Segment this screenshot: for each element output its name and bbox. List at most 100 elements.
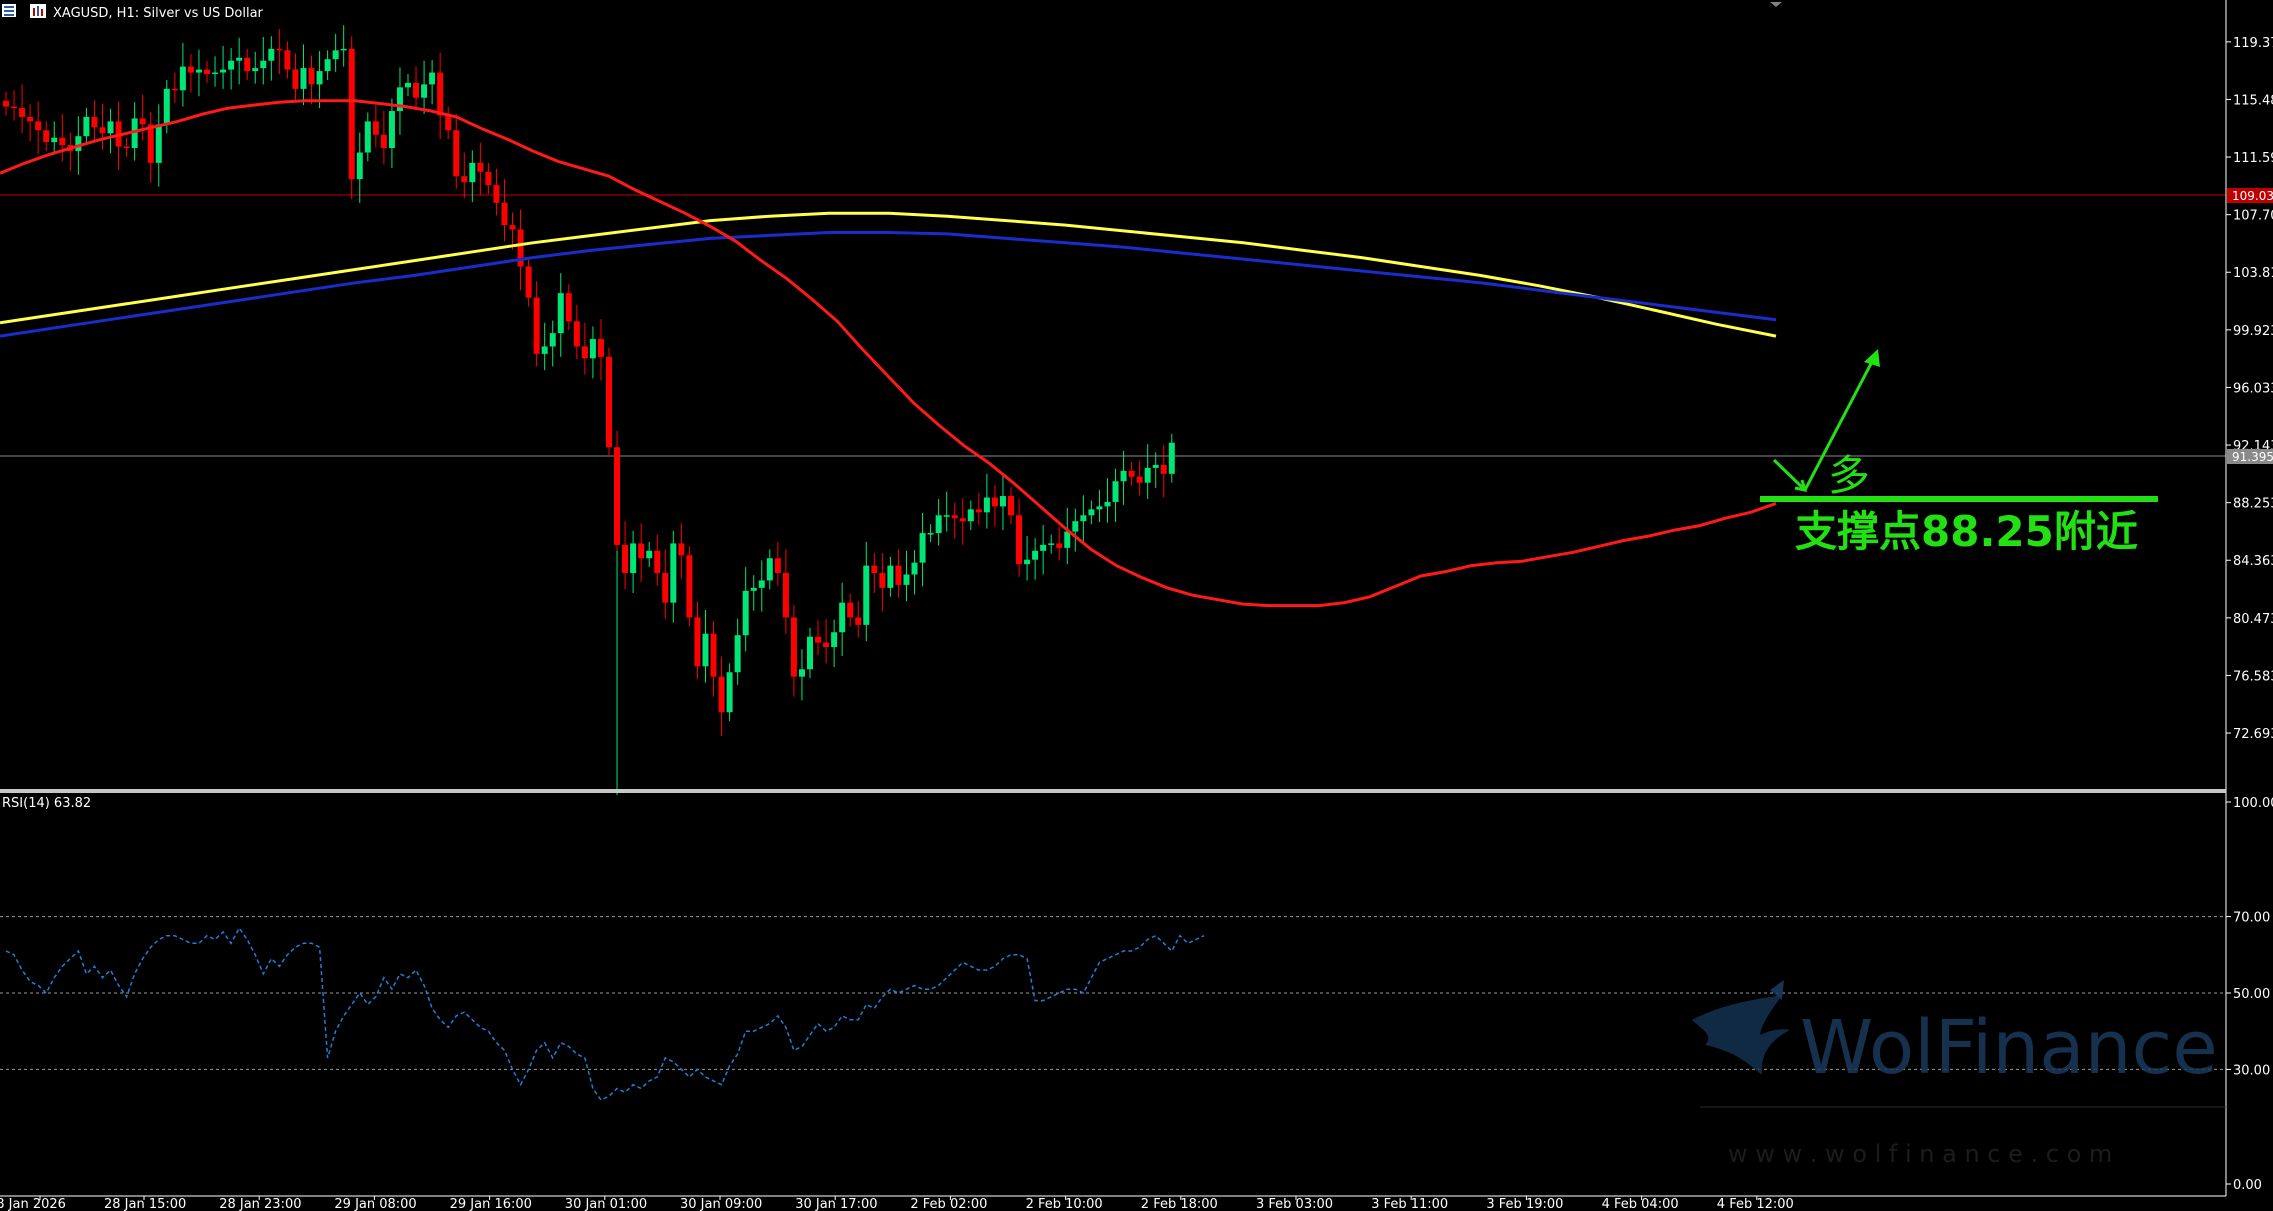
time-tick-label: 2 Feb 18:00 (1141, 1197, 1218, 1211)
candle (718, 656, 725, 736)
candle (614, 430, 621, 558)
price-tick-label: 84.363 (2233, 554, 2273, 569)
price-tick-label: 111.593 (2233, 151, 2273, 166)
time-tick-label: 3 Feb 03:00 (1256, 1197, 1333, 1211)
candle (1040, 524, 1047, 575)
wolf-logo-icon (1692, 980, 1790, 1075)
candle (766, 549, 773, 590)
price-tick-label: 103.813 (2233, 266, 2273, 281)
candle (694, 601, 701, 679)
candle (654, 534, 661, 586)
candle (91, 100, 98, 140)
candle (750, 575, 757, 611)
candle (509, 212, 516, 250)
window-list-icon[interactable] (2, 4, 16, 17)
panel-separator[interactable] (0, 789, 2226, 793)
candle (252, 51, 259, 84)
candle (1096, 490, 1103, 522)
candle (284, 41, 291, 79)
time-tick-label: 28 Jan 15:00 (104, 1197, 186, 1211)
candle (1088, 500, 1095, 525)
candle (107, 108, 114, 154)
ma-red-line (0, 99, 1777, 608)
candle (453, 114, 460, 189)
candle (517, 209, 524, 291)
price-tick-label: 107.703 (2233, 209, 2273, 224)
candle (670, 530, 677, 623)
candle (1128, 461, 1135, 486)
candle (710, 621, 717, 697)
watermark-brand: WolFinance (1800, 1005, 2218, 1091)
candle (244, 48, 251, 80)
current-price-box: 91.395 (2227, 449, 2273, 464)
candle (501, 179, 508, 242)
candle (983, 473, 990, 529)
candle (557, 273, 564, 357)
ma-blue-line (0, 231, 1777, 338)
candle (823, 618, 830, 664)
candle (413, 66, 420, 111)
candle (887, 556, 894, 597)
candle (11, 90, 18, 121)
candle (589, 326, 596, 379)
chart-symbol-icon[interactable] (30, 4, 46, 18)
support-line (1760, 496, 2158, 502)
candle (364, 112, 371, 162)
candle (847, 593, 854, 627)
candle (99, 103, 106, 150)
price-axis[interactable]: 119.373 115.483 111.593 107.703 103.813 99.92… (2226, 36, 2273, 742)
candle (855, 601, 862, 638)
time-tick-label: 3 Feb 11:00 (1371, 1197, 1448, 1211)
watermark: WolFinance w w w . w o l f i n a n c e .… (1692, 980, 2226, 1168)
trade-annotation: 多 支撑点88.25附近 (1760, 349, 2158, 556)
price-tick-label: 80.473 (2233, 612, 2273, 627)
candle (445, 106, 452, 140)
target-arrow-head (1864, 349, 1880, 367)
candle (1144, 444, 1151, 499)
candle (831, 619, 838, 668)
candle (19, 84, 26, 134)
candle (734, 618, 741, 685)
candle (260, 37, 267, 85)
candle (139, 94, 146, 141)
candle (1064, 507, 1071, 565)
rsi-level-label: 70.00 (2233, 911, 2270, 926)
candle (300, 44, 307, 106)
candle (228, 48, 235, 90)
candle (999, 476, 1006, 531)
rsi-line (5, 926, 1205, 1101)
price-tick-label: 99.923 (2233, 324, 2273, 339)
one-click-trading-arrow-icon[interactable] (1770, 2, 1782, 7)
candle (27, 104, 34, 142)
candle (573, 305, 580, 360)
candle (1024, 536, 1031, 581)
long-label: 多 (1828, 451, 1870, 500)
candle (332, 34, 339, 72)
candle (525, 257, 532, 307)
rsi-level-label: 50.00 (2233, 987, 2270, 1002)
time-axis[interactable]: 28 Jan 2026 28 Jan 15:00 28 Jan 23:00 29 Ja… (0, 1195, 2226, 1211)
candle (1056, 527, 1063, 561)
current-price-box-label: 91.395 (2232, 450, 2273, 464)
candle (927, 524, 934, 542)
candle (477, 142, 484, 196)
candle (967, 500, 974, 531)
candle (316, 51, 323, 109)
rsi-level-label: 0.00 (2233, 1178, 2262, 1193)
candle (911, 550, 918, 595)
candle (1072, 508, 1079, 552)
candle (597, 319, 604, 381)
candle (493, 168, 500, 216)
candle (1168, 433, 1175, 483)
candle (774, 541, 781, 586)
candle (951, 502, 958, 539)
candles-layer (3, 25, 1175, 796)
candle (35, 101, 42, 154)
candle (276, 28, 283, 75)
symbol-label: XAGUSD, H1: Silver vs US Dollar (53, 6, 264, 21)
candle (630, 530, 637, 594)
candle (236, 37, 243, 85)
candle (863, 541, 870, 642)
